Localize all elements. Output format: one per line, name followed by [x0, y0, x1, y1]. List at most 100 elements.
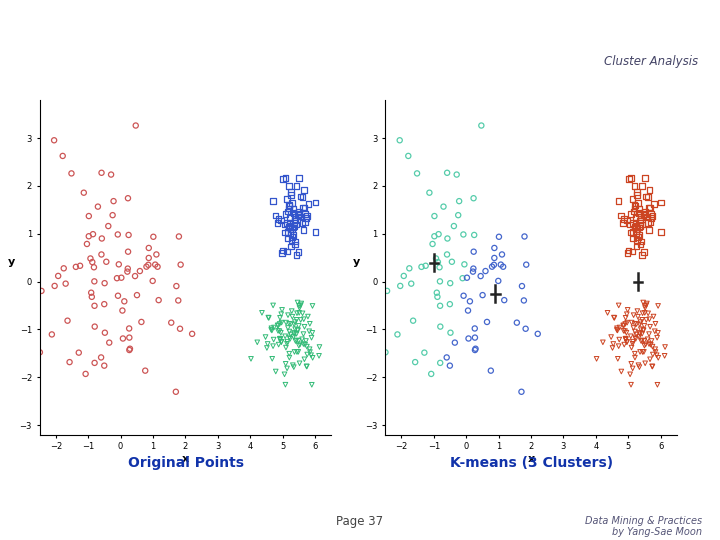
Point [280, 210, 292, 219]
Point [122, 264, 133, 273]
Point [307, 328, 318, 337]
Point [295, 301, 307, 309]
Point [629, 333, 641, 342]
Point [639, 174, 651, 183]
Point [620, 334, 631, 343]
Point [96, 234, 107, 243]
Point [287, 225, 298, 233]
Point [636, 336, 648, 345]
Point [292, 348, 304, 356]
Point [485, 366, 497, 375]
Point [631, 330, 642, 339]
Point [26, 310, 37, 319]
Point [299, 355, 310, 363]
Point [511, 318, 523, 327]
Point [295, 299, 307, 308]
Point [625, 228, 636, 237]
Point [310, 228, 321, 237]
Point [613, 335, 625, 344]
Point [635, 318, 647, 326]
Point [134, 267, 145, 275]
Point [135, 318, 147, 326]
Point [613, 323, 625, 332]
Point [0, 222, 9, 231]
Point [122, 247, 134, 256]
Point [36, 287, 48, 295]
Point [612, 326, 624, 335]
Point [620, 335, 631, 344]
Point [174, 325, 186, 333]
Point [652, 328, 664, 337]
Point [418, 348, 430, 357]
Point [288, 328, 300, 337]
Point [634, 210, 646, 218]
Point [652, 333, 663, 342]
Point [629, 223, 640, 232]
Point [279, 228, 291, 237]
Point [268, 323, 279, 332]
Point [279, 332, 291, 341]
Point [269, 211, 281, 220]
Point [621, 338, 633, 347]
Point [613, 197, 624, 205]
Point [24, 321, 36, 329]
Point [297, 309, 308, 318]
Point [299, 204, 310, 212]
Point [294, 340, 306, 349]
Point [285, 228, 297, 237]
Point [627, 234, 639, 242]
Point [89, 322, 101, 331]
Text: Original Points: Original Points [127, 456, 244, 470]
Point [648, 312, 660, 321]
X-axis label: x: x [182, 454, 189, 464]
Point [632, 199, 644, 207]
Text: Data Mining & Practices
by Yang-Sae Moon: Data Mining & Practices by Yang-Sae Moon [585, 516, 702, 537]
Point [89, 277, 100, 286]
Point [53, 272, 64, 280]
Point [294, 359, 305, 368]
Point [294, 303, 305, 312]
Point [131, 291, 143, 300]
Point [276, 306, 288, 314]
Point [283, 223, 294, 232]
Point [627, 247, 639, 256]
Point [621, 318, 633, 327]
Point [445, 328, 456, 337]
Point [621, 310, 633, 319]
Point [467, 264, 479, 273]
Point [295, 212, 307, 221]
Point [284, 213, 295, 222]
Point [306, 381, 318, 389]
Point [626, 318, 637, 327]
Point [608, 313, 620, 322]
Point [251, 338, 263, 347]
Point [124, 345, 135, 353]
Point [434, 359, 446, 367]
Point [292, 248, 304, 256]
Point [293, 341, 305, 350]
Point [642, 309, 654, 318]
Point [642, 219, 654, 227]
Point [104, 338, 115, 347]
Point [288, 363, 300, 372]
Point [619, 327, 631, 335]
Point [608, 314, 620, 322]
Point [293, 321, 305, 330]
Point [458, 292, 469, 300]
Point [173, 232, 184, 241]
Point [411, 169, 423, 178]
Point [591, 355, 603, 363]
Point [297, 330, 309, 339]
Point [291, 309, 302, 318]
Point [289, 325, 301, 334]
Point [642, 335, 654, 343]
Point [488, 260, 500, 269]
Point [99, 279, 110, 287]
Point [140, 262, 152, 271]
Point [83, 232, 94, 240]
Point [313, 352, 325, 360]
Point [649, 320, 661, 328]
Point [629, 353, 641, 362]
Point [649, 327, 660, 335]
Point [449, 338, 461, 347]
